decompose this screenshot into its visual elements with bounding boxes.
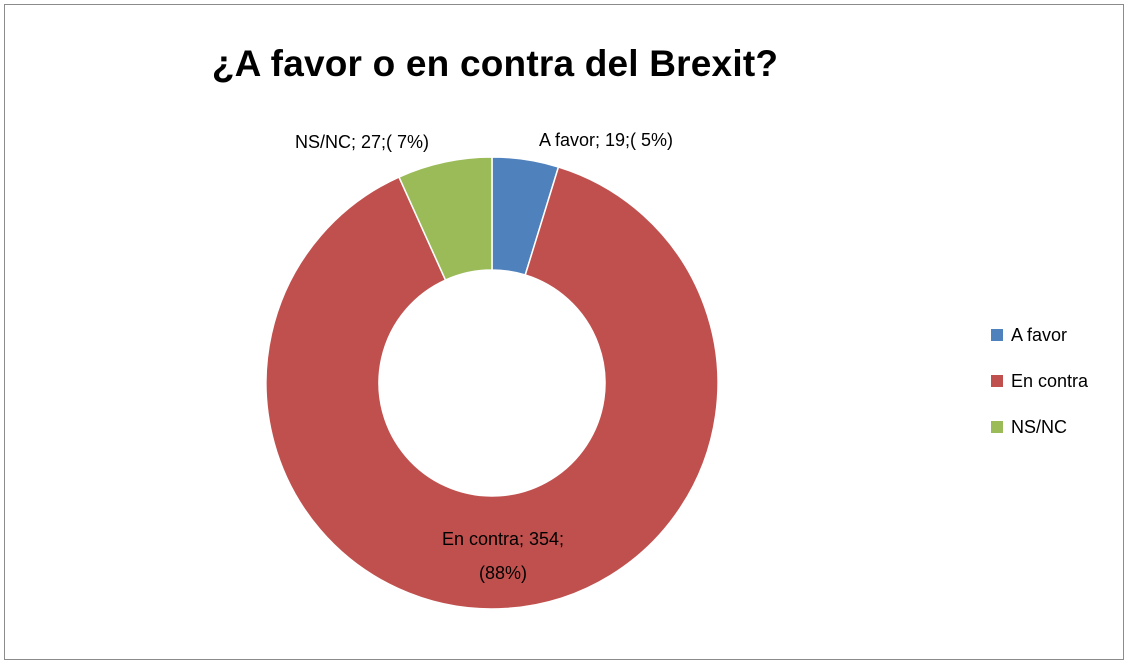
- slice-en-contra: [265, 166, 719, 610]
- slices-group: [265, 156, 719, 610]
- legend-swatch-en-contra: [991, 375, 1003, 387]
- data-label-en-contra: En contra; 354; (88%): [442, 529, 564, 583]
- data-labels-group: A favor; 19;( 5%) En contra; 354; (88%) NS/…: [295, 130, 673, 583]
- chart-title: ¿A favor o en contra del Brexit?: [211, 43, 779, 84]
- data-label-a-favor: A favor; 19;( 5%): [539, 130, 673, 150]
- data-label-ns-nc: NS/NC; 27;( 7%): [295, 132, 429, 152]
- legend-label-a-favor: A favor: [1011, 325, 1067, 345]
- legend-swatch-ns-nc: [991, 421, 1003, 433]
- legend-swatch-a-favor: [991, 329, 1003, 341]
- legend-label-ns-nc: NS/NC: [1011, 417, 1067, 437]
- legend-label-en-contra: En contra: [1011, 371, 1089, 391]
- legend: A favor En contra NS/NC: [991, 325, 1089, 437]
- slice-ns-nc: [398, 156, 493, 282]
